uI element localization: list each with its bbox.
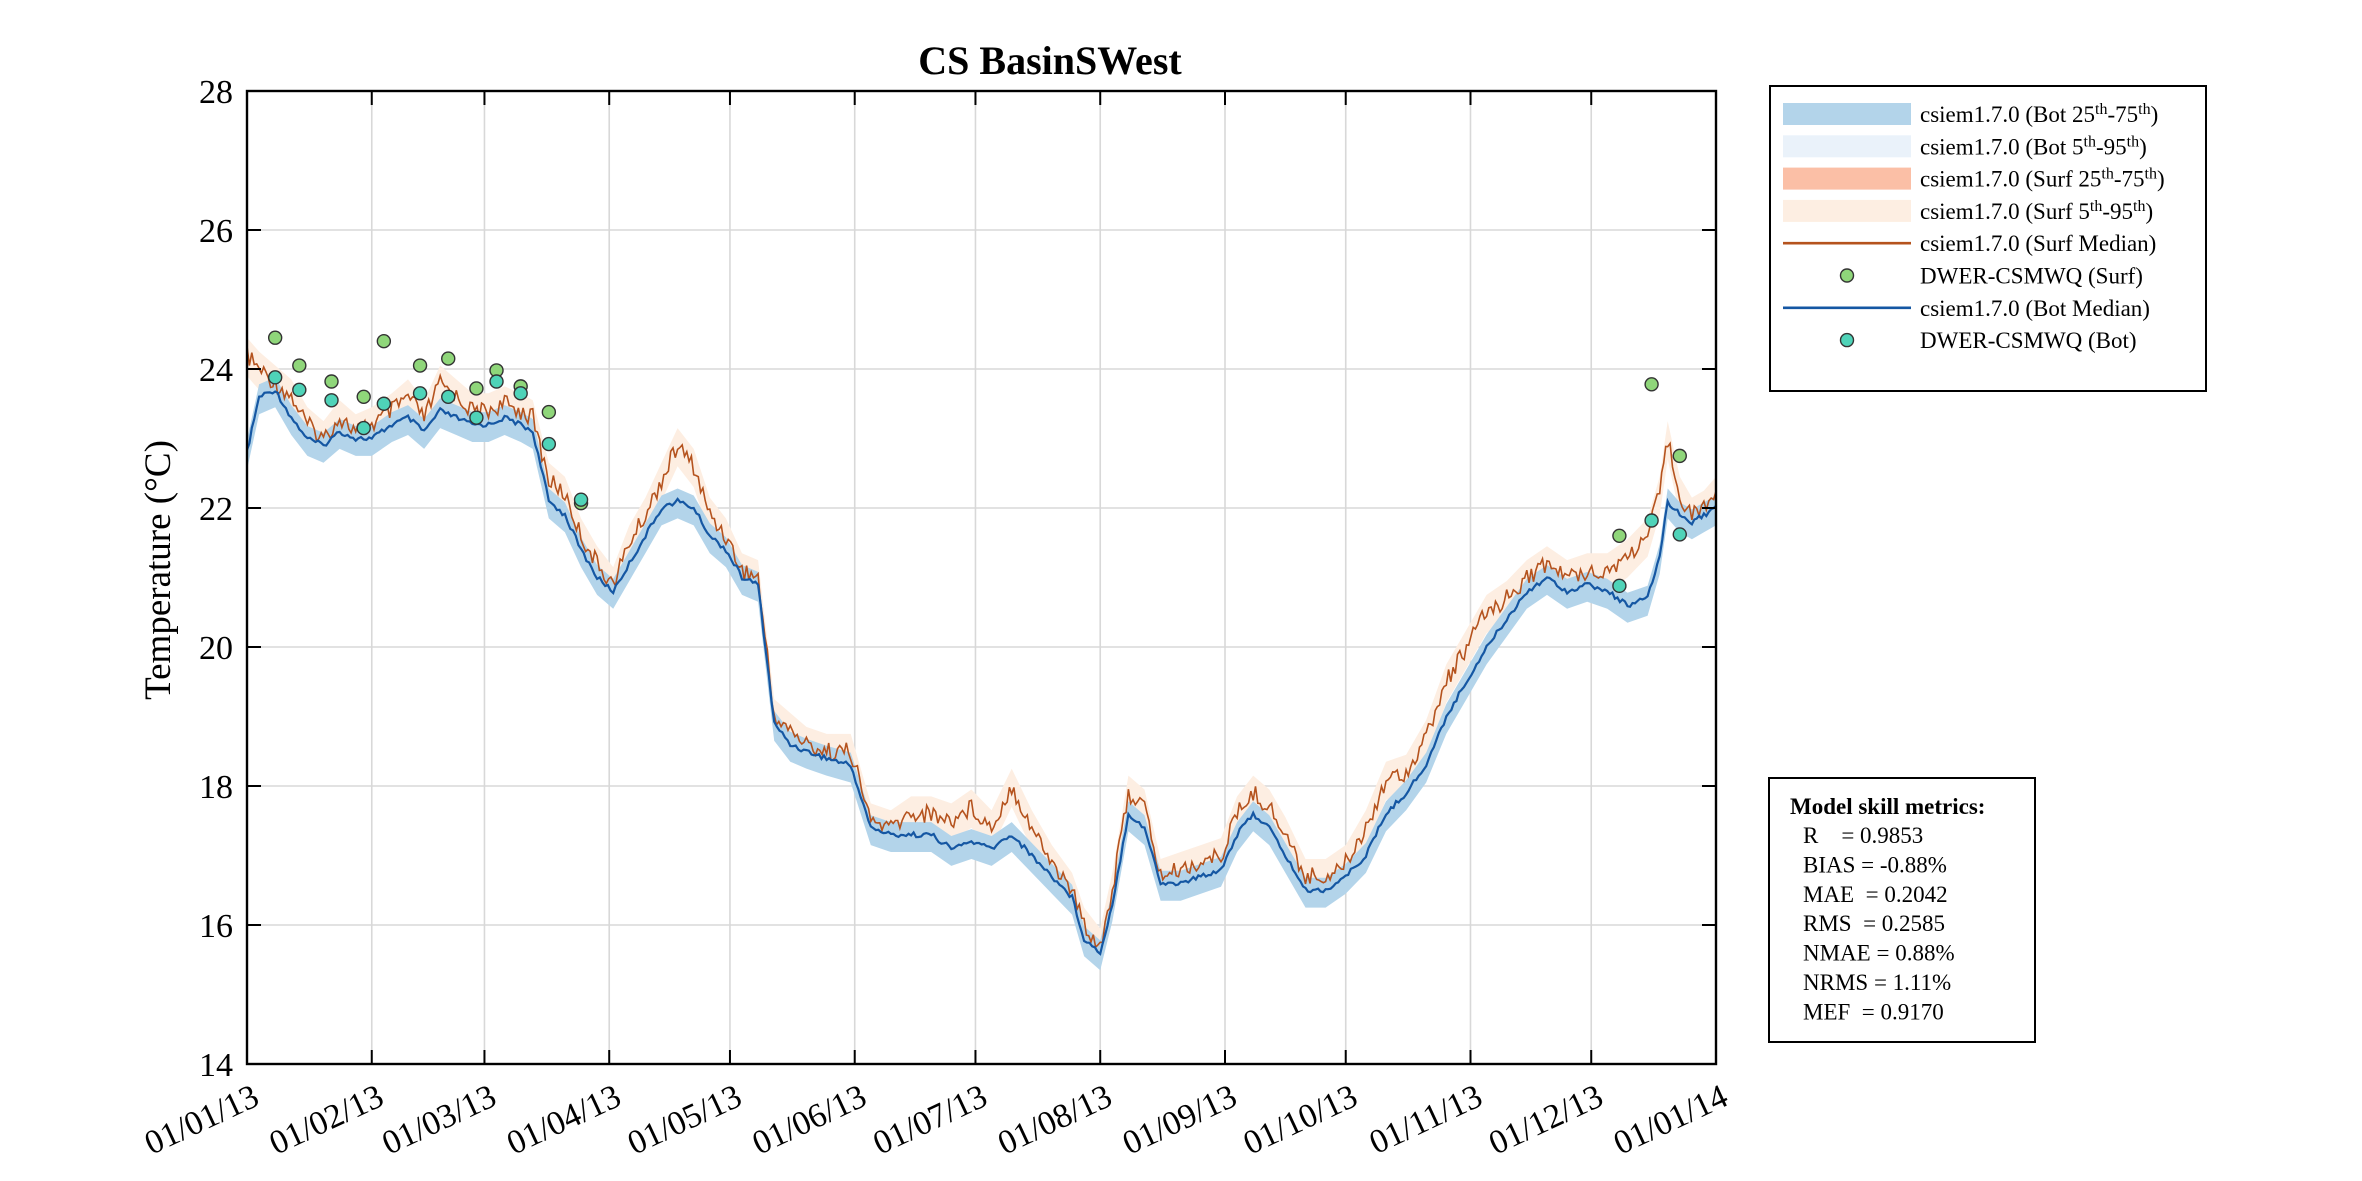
observation-points (267, 330, 1687, 594)
surf-observation-point (441, 351, 456, 366)
grid-lines (247, 91, 1716, 1064)
metrics-box (1768, 777, 2036, 1043)
metric-line: RMS = 0.2585 (1803, 911, 1945, 936)
legend-item: csiem1.7.0 (Surf 5th-95th) (1783, 197, 2153, 224)
metrics-panel: Model skill metrics: R = 0.9853 BIAS = -0… (1768, 777, 2036, 1043)
surf-observation-point (376, 334, 392, 349)
legend-entries: csiem1.7.0 (Bot 25th-75th) csiem1.7.0 (Bo… (1783, 101, 2165, 353)
legend-swatch (1783, 167, 1911, 190)
legend-label: csiem1.7.0 (Bot Median) (1920, 296, 2150, 321)
bot-observation-point (489, 374, 504, 389)
metric-line: MEF = 0.9170 (1803, 999, 1944, 1024)
legend-marker-swatch (1839, 332, 1855, 348)
surf-observation-point (324, 374, 339, 389)
y-tick-label: 24 (199, 352, 233, 389)
legend-item: csiem1.7.0 (Bot 25th-75th) (1783, 101, 2158, 128)
y-tick-label: 26 (199, 213, 233, 250)
axis-ticks (246, 90, 1717, 1065)
legend-item: csiem1.7.0 (Surf Median) (1783, 231, 2156, 256)
legend-swatch (1783, 135, 1911, 158)
metric-line: NMAE = 0.88% (1803, 941, 1955, 966)
surf-observation-point (541, 404, 557, 420)
metric-line: BIAS = -0.88% (1803, 852, 1947, 877)
surf-observation-point (1612, 528, 1627, 543)
metric-line: NRMS = 1.11% (1803, 970, 1951, 995)
y-tick-label: 20 (199, 630, 233, 667)
bot-observation-point (441, 389, 456, 404)
bot-observation-point (573, 492, 589, 507)
legend-item: csiem1.7.0 (Surf 25th-75th) (1783, 165, 2165, 192)
y-tick-label: 18 (199, 769, 233, 806)
surf-observation-point (469, 381, 484, 396)
legend-marker-swatch (1839, 268, 1855, 283)
median-lines (245, 346, 1717, 956)
bot-observation-point (1672, 527, 1687, 542)
metrics-lines: R = 0.9853 BIAS = -0.88% MAE = 0.2042 RMS =… (1803, 823, 1955, 1024)
y-tick-label: 16 (199, 908, 233, 945)
legend-item: csiem1.7.0 (Bot Median) (1783, 296, 2150, 321)
legend: csiem1.7.0 (Bot 25th-75th) csiem1.7.0 (Bo… (1769, 85, 2207, 392)
y-tick-label: 28 (199, 74, 233, 111)
bot-observation-point (469, 410, 484, 425)
legend-item: DWER-CSMWQ (Bot) (1839, 328, 2137, 353)
legend-swatch (1783, 103, 1911, 125)
plot-frame (245, 89, 1718, 1066)
surf-observation-point (267, 330, 283, 345)
surf-observation-point (356, 389, 371, 404)
legend-item: DWER-CSMWQ (Surf) (1839, 264, 2143, 289)
bot-observation-point (324, 393, 339, 408)
surf-observation-point (292, 358, 307, 373)
metrics-heading: Model skill metrics: (1790, 794, 1985, 819)
y-axis-label: Temperature (°C) (138, 440, 179, 700)
bot-observation-point (356, 420, 371, 436)
legend-label: csiem1.7.0 (Bot 25th-75th) (1920, 101, 2158, 128)
chart-title: CS BasinSWest (918, 38, 1182, 83)
bot-observation-point (267, 370, 283, 385)
legend-label: DWER-CSMWQ (Surf) (1920, 264, 2143, 289)
bot-observation-point (513, 386, 528, 401)
surf-median-line (246, 346, 1717, 949)
bot-observation-point (1612, 578, 1627, 594)
metric-line: MAE = 0.2042 (1803, 882, 1948, 907)
surf-observation-point (1644, 377, 1659, 392)
legend-swatch (1783, 199, 1911, 222)
bot-observation-point (1644, 513, 1659, 528)
bot-observation-point (376, 396, 392, 411)
bot-observation-point (292, 382, 307, 398)
bot-25-75-band (247, 377, 1716, 971)
bot-observation-point (541, 436, 557, 452)
metric-line: R = 0.9853 (1803, 823, 1923, 848)
bot-observation-point (412, 386, 428, 401)
legend-label: csiem1.7.0 (Surf Median) (1920, 231, 2156, 256)
bot-median-line (245, 390, 1717, 956)
legend-label: csiem1.7.0 (Surf 25th-75th) (1920, 165, 2165, 192)
y-tick-label: 14 (199, 1047, 233, 1084)
y-tick-label: 22 (199, 491, 233, 528)
legend-item: csiem1.7.0 (Bot 5th-95th) (1783, 133, 2147, 160)
legend-label: csiem1.7.0 (Bot 5th-95th) (1920, 133, 2147, 160)
legend-label: csiem1.7.0 (Surf 5th-95th) (1920, 197, 2153, 224)
y-tick-labels: 14 16 18 20 22 24 26 28 (199, 74, 233, 1084)
surf-observation-point (1672, 448, 1687, 464)
legend-label: DWER-CSMWQ (Bot) (1920, 328, 2137, 353)
surf-observation-point (412, 358, 428, 373)
